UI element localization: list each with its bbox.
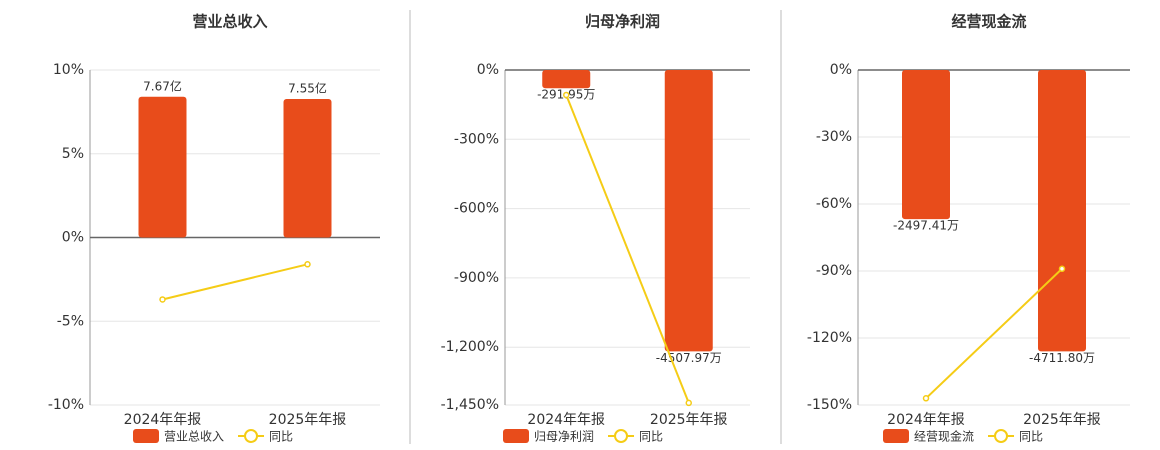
bar xyxy=(283,99,332,238)
y-tick-label: -900% xyxy=(454,270,499,286)
chart-title: 经营现金流 xyxy=(951,13,1026,31)
y-tick-label: -600% xyxy=(454,201,499,217)
x-tick-label: 2024年年报 xyxy=(527,412,605,428)
chart-title: 归母净利润 xyxy=(585,13,660,31)
bar xyxy=(138,96,187,238)
line-point xyxy=(159,296,166,303)
legend-label: 同比 xyxy=(269,430,293,444)
y-tick-label: -120% xyxy=(807,330,852,346)
y-tick-label: 0% xyxy=(477,62,499,78)
legend-marker xyxy=(994,429,1009,443)
bar-value-label: -2497.41万 xyxy=(893,219,959,233)
legend-label: 经营现金流 xyxy=(914,429,974,444)
legend-label: 同比 xyxy=(639,430,663,444)
line-point xyxy=(1058,265,1066,273)
y-tick-label: -1,450% xyxy=(441,397,499,413)
bar xyxy=(902,70,950,220)
legend-swatch xyxy=(883,429,909,443)
bar-value-label: 7.67亿 xyxy=(143,78,182,93)
y-tick-label: -150% xyxy=(807,397,852,413)
x-tick-label: 2025年年报 xyxy=(650,412,728,428)
y-tick-label: 10% xyxy=(53,62,84,78)
y-tick-label: 0% xyxy=(830,62,852,78)
y-tick-label: -30% xyxy=(816,129,852,145)
y-tick-label: -10% xyxy=(48,397,84,413)
bar-value-label: -4711.80万 xyxy=(1029,351,1095,365)
x-tick-label: 2024年年报 xyxy=(887,412,965,428)
line-point xyxy=(563,91,570,99)
y-tick-label: -1,200% xyxy=(441,339,499,355)
line xyxy=(162,263,308,301)
y-tick-label: 0% xyxy=(62,230,84,246)
legend-marker xyxy=(614,429,629,443)
bar xyxy=(664,70,713,352)
y-tick-label: -90% xyxy=(816,263,852,279)
legend-label: 营业总收入 xyxy=(164,430,224,444)
bar xyxy=(542,70,591,89)
line-point xyxy=(304,261,311,268)
line xyxy=(925,268,1063,400)
y-tick-label: -300% xyxy=(454,131,499,147)
bar-value-label: -4507.97万 xyxy=(656,351,722,365)
x-tick-label: 2025年年报 xyxy=(1023,412,1101,428)
legend-label: 归母净利润 xyxy=(534,430,594,444)
y-tick-label: -60% xyxy=(816,196,852,212)
chart-title: 营业总收入 xyxy=(192,13,267,31)
y-tick-label: -5% xyxy=(57,313,84,329)
line xyxy=(565,94,690,404)
x-tick-label: 2025年年报 xyxy=(269,412,347,428)
legend-swatch xyxy=(133,429,159,443)
x-tick-label: 2024年年报 xyxy=(124,412,202,428)
y-tick-label: 5% xyxy=(62,146,84,162)
line-point xyxy=(685,399,692,407)
bar xyxy=(1038,70,1086,352)
bar-value-label: 7.55亿 xyxy=(288,81,327,96)
legend-label: 同比 xyxy=(1019,430,1043,444)
legend-marker xyxy=(244,429,259,443)
line-point xyxy=(922,395,930,402)
legend-swatch xyxy=(503,429,529,443)
